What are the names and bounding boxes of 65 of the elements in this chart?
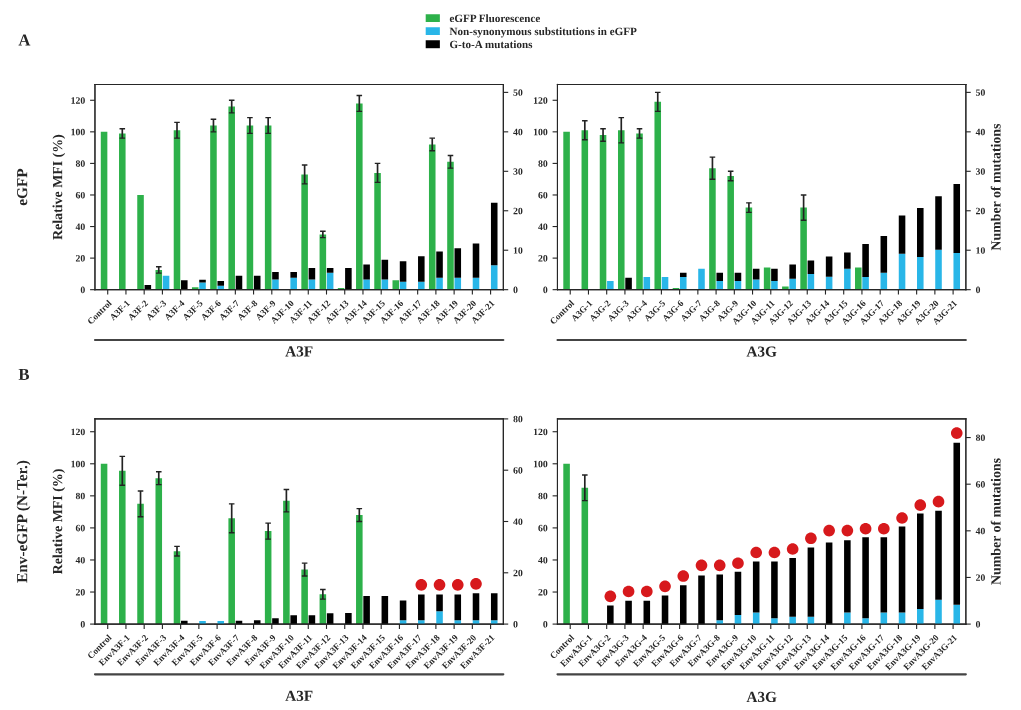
y-tick-label: 80 xyxy=(75,492,85,500)
y-tick-label: 0 xyxy=(543,286,548,294)
y2-tick-label: 40 xyxy=(513,128,523,136)
y-tick-label: 80 xyxy=(538,160,548,167)
y-tick-label: 80 xyxy=(538,492,548,500)
y2-tick-label: 80 xyxy=(975,434,985,442)
y2-axis-title: Number of mutations xyxy=(990,458,1001,585)
y-tick-label: 80 xyxy=(75,160,85,167)
y-tick-label: 40 xyxy=(538,223,548,231)
text: A xyxy=(18,34,31,46)
y-tick-label: 40 xyxy=(538,556,548,564)
y-tick-label: 20 xyxy=(75,588,85,596)
y2-tick-label: 20 xyxy=(513,569,523,577)
y2-tick-label: 10 xyxy=(513,247,523,254)
y-tick-label: 120 xyxy=(533,428,548,436)
y-tick-label: 120 xyxy=(71,97,85,104)
y2-tick-label: 80 xyxy=(513,415,523,423)
legend-label: Non-synonymous substitutions in eGFP xyxy=(449,27,637,38)
y2-tick-label: 20 xyxy=(976,574,985,581)
y-tick-label: 40 xyxy=(75,556,85,564)
y2-tick-label: 30 xyxy=(513,168,523,175)
y-tick-label: 60 xyxy=(75,191,85,199)
text: Env-eGFP (N-Ter.) xyxy=(16,460,31,583)
y-tick-label: 60 xyxy=(538,524,548,532)
text: B xyxy=(18,368,30,380)
y-axis-title: Relative MFI (%) xyxy=(52,134,66,240)
y2-tick-label: 20 xyxy=(513,207,523,215)
y2-tick-label: 20 xyxy=(976,207,985,215)
y2-tick-label: 0 xyxy=(513,621,518,628)
x-axis-title: A3G xyxy=(746,346,777,357)
y2-tick-label: 50 xyxy=(975,89,985,96)
y-tick-label: 60 xyxy=(75,524,85,532)
x-axis-title: A3F xyxy=(285,346,313,357)
text: eGFP xyxy=(17,168,28,206)
y-tick-label: 20 xyxy=(75,255,85,262)
y-tick-label: 0 xyxy=(80,621,85,628)
y2-tick-label: 0 xyxy=(975,286,981,294)
y-tick-label: 120 xyxy=(71,428,85,436)
y-tick-label: 100 xyxy=(71,128,85,136)
y-tick-label: 100 xyxy=(533,128,548,136)
legend-label: G-to-A mutations xyxy=(449,40,533,49)
y-tick-label: 20 xyxy=(538,588,548,596)
x-axis-title: A3F xyxy=(285,690,313,702)
y-tick-label: 40 xyxy=(75,223,85,231)
y2-tick-label: 10 xyxy=(976,247,985,254)
y-tick-label: 20 xyxy=(538,255,548,262)
y2-tick-label: 60 xyxy=(513,467,523,474)
y2-tick-label: 0 xyxy=(975,621,981,628)
legend-label: eGFP Fluorescence xyxy=(449,14,540,23)
y-tick-label: 0 xyxy=(543,621,548,628)
x-axis-title: A3G xyxy=(746,691,777,703)
y2-tick-label: 40 xyxy=(975,128,985,136)
y2-tick-label: 50 xyxy=(513,89,523,96)
y2-tick-label: 60 xyxy=(975,481,985,488)
y-tick-label: 120 xyxy=(533,97,548,104)
y-tick-label: 0 xyxy=(80,286,85,294)
y-axis-title: Relative MFI (%) xyxy=(52,469,66,575)
y2-tick-label: 0 xyxy=(513,286,518,294)
y2-axis-title: Number of mutations xyxy=(990,123,1001,251)
y-tick-label: 100 xyxy=(533,460,548,468)
y-tick-label: 60 xyxy=(538,191,548,199)
y2-tick-label: 40 xyxy=(975,527,985,535)
y-tick-label: 100 xyxy=(71,460,85,468)
y2-tick-label: 30 xyxy=(975,168,985,175)
y2-tick-label: 40 xyxy=(513,518,523,525)
